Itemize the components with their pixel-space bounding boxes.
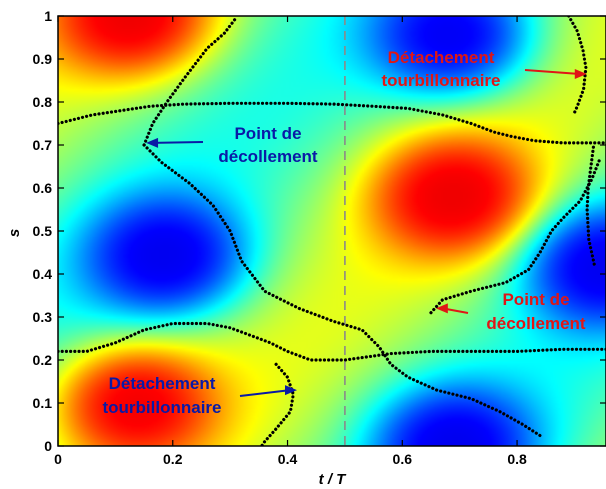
- contour-top-left: [142, 16, 238, 147]
- y-tick-label: 0: [44, 438, 52, 454]
- contour-bottom-left: [260, 362, 295, 446]
- heatmap-field: [58, 16, 606, 446]
- annotation-text: Détachement: [388, 48, 495, 67]
- contour-right-spur: [585, 145, 597, 267]
- annotation-text: Point de: [502, 290, 569, 309]
- annotations: Point de décollement Détachement tourbillon…: [103, 48, 587, 417]
- annotation-arrow-head: [574, 69, 587, 80]
- y-tick-label: 0.1: [33, 395, 53, 411]
- y-tick-label: 0.9: [33, 51, 53, 67]
- annotation-text: Détachement: [109, 374, 216, 393]
- y-axis: 0 0.1 0.2 0.3 0.4 0.5 0.6 0.7 0.8 0.9 1: [33, 8, 606, 454]
- annotation-text: décollement: [486, 314, 586, 333]
- x-tick-label: 0.4: [278, 451, 298, 467]
- annotation-4: Détachement tourbillonnaire: [103, 374, 298, 417]
- x-tick-label: 0: [54, 451, 62, 467]
- annotation-text: Point de: [234, 124, 301, 143]
- annotation-arrow-shaft: [524, 69, 580, 76]
- y-tick-label: 0.4: [33, 266, 53, 282]
- y-tick-label: 0.6: [33, 180, 53, 196]
- contour-middle-right: [429, 156, 602, 315]
- plot-area: [57, 15, 606, 447]
- annotation-2: Détachement tourbillonnaire: [382, 48, 587, 90]
- annotation-text: décollement: [218, 147, 318, 166]
- annotation-1: Point de décollement: [146, 124, 318, 166]
- contour-lower: [58, 321, 606, 362]
- x-axis: 0 0.2 0.4 0.6 0.8: [54, 16, 527, 467]
- y-tick-label: 0.8: [33, 94, 53, 110]
- y-tick-label: 0.7: [33, 137, 53, 153]
- contour-upper: [58, 101, 606, 145]
- y-axis-label: s: [6, 229, 23, 237]
- x-axis-label: t / T: [319, 471, 347, 488]
- annotation-arrow-head: [435, 303, 448, 314]
- contour-middle-left: [142, 143, 545, 439]
- y-tick-label: 1: [44, 8, 52, 24]
- y-tick-label: 0.5: [33, 223, 53, 239]
- x-tick-label: 0.6: [393, 451, 413, 467]
- annotation-arrow-shaft: [153, 141, 204, 144]
- contour-top-right: [567, 16, 588, 115]
- annotation-arrow-head: [146, 137, 159, 148]
- annotation-arrow-head: [285, 385, 298, 396]
- annotation-3: Point de décollement: [435, 290, 586, 333]
- x-tick-label: 0.2: [163, 451, 183, 467]
- annotation-text: tourbillonnaire: [103, 398, 222, 417]
- y-tick-label: 0.2: [33, 352, 53, 368]
- y-tick-label: 0.3: [33, 309, 53, 325]
- zero-contours: [58, 16, 606, 446]
- annotation-arrow-shaft: [239, 389, 291, 397]
- x-tick-label: 0.8: [507, 451, 527, 467]
- annotation-text: tourbillonnaire: [382, 71, 501, 90]
